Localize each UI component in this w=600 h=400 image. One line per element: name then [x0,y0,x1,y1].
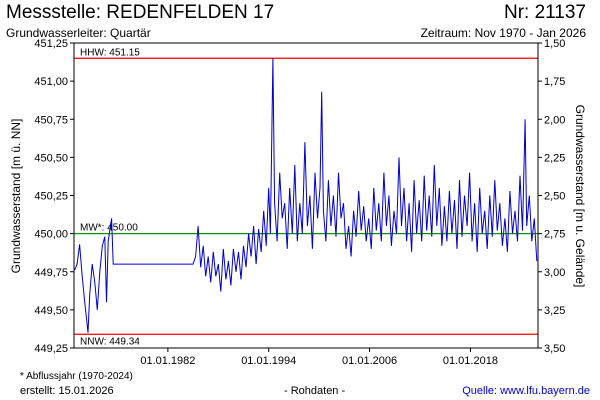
y-tick-label: 449,25 [34,343,68,355]
y2-tick-label: 2,50 [544,191,565,203]
raw-data-label: - Rohdaten - [284,385,346,397]
y-tick-label: 449,50 [34,305,68,317]
y-tick-label: 450,50 [34,152,68,164]
y2-tick-label: 3,25 [544,305,565,317]
x-tick-label: 01.01.1994 [241,355,296,367]
left-axis: 449,25 449,50 449,75 450,00 450,25 450,50 450,… [34,38,74,355]
reference-label: MW*: 450.00 [80,223,138,234]
y-axis-label: Grundwasserstand [m ü. NN] [9,119,23,274]
y2-tick-label: 1,75 [544,76,565,88]
period-label: Zeitraum: Nov 1970 - Jan 2026 [420,26,586,40]
y-tick-label: 449,75 [34,267,68,279]
y2-tick-label: 2,75 [544,229,565,241]
aquifer-label: Grundwasserleiter: Quartär [6,26,151,40]
y-tick-label: 451,00 [34,76,68,88]
y2-tick-label: 3,50 [544,343,565,355]
reference-label: NNW: 449.34 [80,336,140,347]
source-link[interactable]: Quelle: www.lfu.bayern.de [462,385,590,397]
created-date: erstellt: 15.01.2026 [20,385,114,397]
series-group [74,58,538,333]
footnote: * Abflussjahr (1970-2024) [20,371,133,382]
reference-lines: HHW: 451.15 MW*: 450.00 NNW: 449.34 [74,47,538,347]
y-tick-label: 450,75 [34,114,68,126]
x-axis: 01.01.1982 01.01.1994 01.01.2006 01.01.2018 [140,348,498,367]
y-tick-label: 450,25 [34,191,68,203]
series-line [74,58,538,333]
x-tick-label: 01.01.1982 [140,355,195,367]
y2-tick-label: 2,25 [544,152,565,164]
y2-tick-label: 3,00 [544,267,565,279]
y2-axis-label: Grundwasserstand [m u. Gelände] [573,105,587,288]
y2-tick-label: 1,50 [544,38,565,50]
x-tick-label: 01.01.2006 [342,355,397,367]
y-tick-label: 450,00 [34,229,68,241]
y2-tick-label: 2,00 [544,114,565,126]
reference-label: HHW: 451.15 [80,47,140,58]
station-title: Messstelle: REDENFELDEN 17 [6,2,275,23]
station-number: Nr: 21137 [503,2,586,23]
x-tick-label: 01.01.2018 [443,355,498,367]
y-tick-label: 451,25 [34,38,68,50]
right-axis: 3,50 3,25 3,00 2,75 2,50 2,25 2,00 1,75 1,50 [538,38,565,355]
